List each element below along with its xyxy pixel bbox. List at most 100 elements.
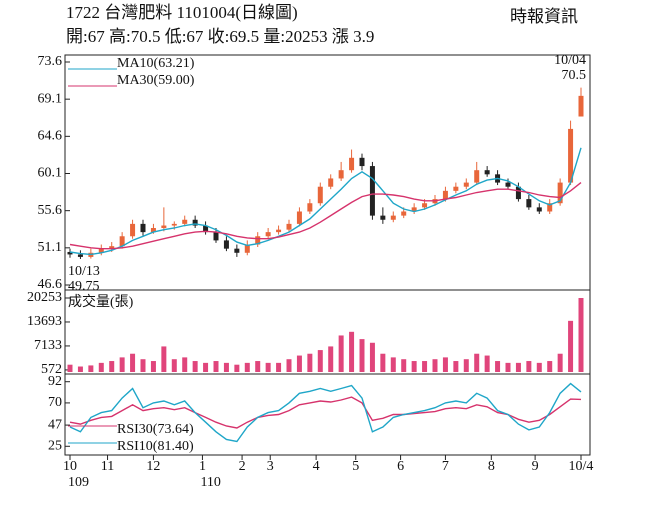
candle-body [98,248,104,253]
candle-body [140,223,146,233]
bar [390,357,396,372]
bar [192,361,198,372]
bar [484,355,490,372]
y-tick-label: 25 [48,439,62,454]
candle-body [380,215,386,220]
y-tick-label: 47 [48,417,62,432]
quote: 開:67 高:70.5 低:67 收:69.5 量:20253 漲 3.9 [66,27,374,46]
y-tick-label: 572 [41,362,62,377]
bar [296,355,302,372]
x-tick-label: 10/4 [569,459,594,474]
x-tick-label: 11 [101,459,114,474]
bar [223,362,229,372]
year-label: 110 [200,475,220,490]
candle-body [77,254,83,257]
candle-body [328,178,334,187]
bar [317,350,323,372]
x-tick-label: 7 [442,459,449,474]
volume-label: 成交量(張) [68,293,134,310]
x-tick-label: 6 [397,459,404,474]
candle-body [515,186,521,200]
candle-body [307,203,313,212]
candle-body [536,207,542,212]
candle-body [422,203,428,208]
line [69,147,582,256]
bar [338,335,344,372]
candle-body [109,246,115,249]
x-tick-label: 10 [63,459,77,474]
y-tick-label: 46.6 [38,277,63,292]
line [69,382,582,443]
y-tick-label: 7133 [34,338,62,353]
candle-body [265,232,271,237]
bar [140,359,146,372]
legend-label: RSI30(73.64) [117,422,194,437]
candle-body [171,223,177,226]
bar [578,298,584,372]
bar [453,361,459,372]
bar [88,365,94,372]
candle-body [150,228,156,233]
candle-body [67,251,73,255]
legend-label: MA10(63.21) [117,56,195,71]
bar [171,359,177,372]
bar [307,353,313,372]
bar [495,361,501,372]
bar [109,361,115,372]
candle-body [578,95,584,117]
candle-body [296,211,302,224]
legend-label: MA30(59.00) [117,73,195,88]
annotation: 10/13 [68,264,100,279]
x-tick-label: 12 [146,459,160,474]
bar [77,366,83,372]
bar [411,361,417,372]
annotation: 10/04 [554,53,586,68]
candle-body [338,170,344,179]
bar [150,361,156,372]
bar [442,357,448,372]
x-tick-label: 5 [352,459,359,474]
candle-body [203,225,209,233]
x-tick-label: 9 [532,459,539,474]
candle-body [401,211,407,216]
y-tick-label: 51.1 [38,240,63,255]
bar [557,353,563,372]
candle-body [192,219,198,226]
candle-body [369,166,375,216]
bar [328,346,334,372]
candle-body [505,182,511,187]
y-tick-label: 13693 [27,314,62,329]
bar [474,353,480,372]
bar [119,357,125,372]
frame [64,54,591,456]
title: 1722 台灣肥料 1101004(日線圖) [66,3,298,22]
candle-body [557,182,563,204]
bar [369,342,375,372]
candle-body [255,236,261,245]
candle-body [411,207,417,212]
bar [422,361,428,372]
bar [213,361,219,372]
bar [401,359,407,372]
candle-body [453,186,459,191]
y-tick-label: 55.6 [38,203,63,218]
candle-body [213,232,219,241]
bar [161,346,167,372]
x-tick-label: 3 [267,459,274,474]
bar [203,362,209,372]
x-tick-label: 8 [488,459,495,474]
candle-body [390,215,396,220]
bar [182,357,188,372]
candle-body [463,182,469,187]
candle-body [568,128,574,183]
y-tick-label: 92 [48,374,62,389]
bar [265,362,271,372]
line [69,396,582,429]
year-label: 109 [68,475,89,490]
y-tick-label: 60.1 [38,166,63,181]
candle-body [474,170,480,183]
y-tick-label: 64.6 [38,129,63,144]
candle-body [223,240,229,249]
